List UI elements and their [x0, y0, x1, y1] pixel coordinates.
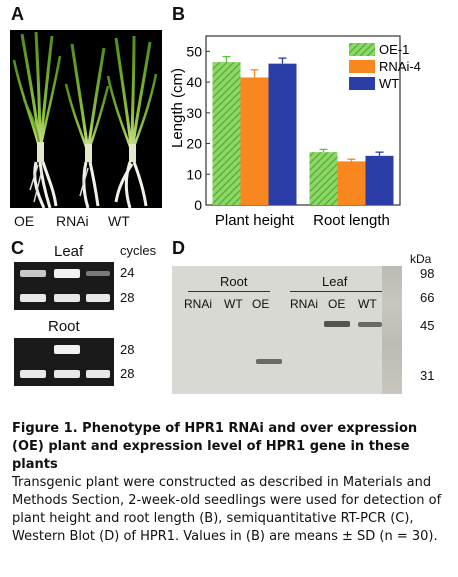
- y-tick-label: 10: [186, 166, 202, 182]
- y-tick-label: 50: [186, 43, 202, 59]
- y-axis-label: Length (cm): [169, 68, 186, 148]
- band-leaf-wt: [358, 322, 382, 327]
- gel-leaf: [14, 262, 114, 310]
- panel-c-letter: C: [11, 238, 24, 259]
- y-tick-label: 20: [186, 136, 202, 152]
- caption-title: Figure 1. Phenotype of HPR1 RNAi and ove…: [12, 420, 450, 474]
- caption-body: Transgenic plant were constructed as des…: [12, 474, 450, 546]
- band: [20, 370, 46, 378]
- gel-title-leaf: Leaf: [54, 243, 83, 260]
- cycles-header: cycles: [120, 243, 156, 258]
- y-tick-label: 30: [186, 105, 202, 121]
- bar-chart: 0 10 20 30 40 50 OE-1 RNAi-4 WT Length (cm) Pla…: [168, 0, 458, 240]
- band: [54, 370, 80, 378]
- y-tick-label: 40: [186, 74, 202, 90]
- cycle-root-2: 28: [120, 366, 134, 381]
- gel-root: [14, 338, 114, 386]
- legend-label-rnai-4: RNAi-4: [379, 59, 421, 74]
- lane-root-wt: WT: [224, 297, 243, 311]
- legend-label-oe-1: OE-1: [379, 42, 409, 57]
- band: [86, 294, 110, 302]
- band: [20, 270, 46, 277]
- cycle-leaf-2: 28: [120, 290, 134, 305]
- label-oe: OE: [14, 213, 34, 229]
- band: [86, 370, 110, 378]
- marker-66: 66: [420, 290, 434, 305]
- marker-lane: [382, 266, 402, 394]
- bar-wt: [366, 156, 394, 205]
- label-rnai: RNAi: [56, 213, 89, 229]
- cycle-leaf-1: 24: [120, 265, 134, 280]
- band-leaf-oe: [324, 321, 350, 327]
- seedling-photo: [10, 30, 162, 208]
- legend-swatch-oe-1: [349, 43, 375, 56]
- blot-group-leaf: Leaf: [322, 274, 347, 289]
- plant-rnai: [66, 40, 108, 208]
- bar-rnai-4: [338, 161, 366, 205]
- legend-swatch-wt: [349, 77, 375, 90]
- gel-title-root: Root: [48, 318, 80, 335]
- label-wt: WT: [108, 213, 130, 229]
- marker-98: 98: [420, 266, 434, 281]
- marker-45: 45: [420, 318, 434, 333]
- blot-group-root: Root: [220, 274, 247, 289]
- y-tick-label: 0: [194, 197, 202, 213]
- category-label-root-length: Root length: [313, 212, 390, 229]
- panel-d-letter: D: [172, 238, 185, 259]
- seedling-illustration: [10, 30, 162, 208]
- kda-title: kDa: [410, 252, 431, 266]
- leaf-underline: [290, 291, 386, 292]
- western-blot: Root Leaf RNAi WT OE RNAi OE WT: [172, 266, 402, 394]
- band: [20, 294, 46, 302]
- bar-rnai-4: [241, 77, 269, 205]
- lane-leaf-wt: WT: [358, 297, 377, 311]
- lane-root-oe: OE: [252, 297, 269, 311]
- cycle-root-1: 28: [120, 342, 134, 357]
- band: [86, 271, 110, 276]
- figure-caption: Figure 1. Phenotype of HPR1 RNAi and ove…: [12, 420, 450, 546]
- band-root-oe: [256, 359, 282, 364]
- plant-wt: [108, 36, 156, 208]
- band: [54, 269, 80, 278]
- legend-swatch-rnai-4: [349, 60, 375, 73]
- lane-leaf-rnai: RNAi: [290, 297, 318, 311]
- panel-a-letter: A: [11, 4, 24, 25]
- category-label-plant-height: Plant height: [215, 212, 295, 229]
- root-underline: [188, 291, 270, 292]
- marker-31: 31: [420, 368, 434, 383]
- lane-leaf-oe: OE: [328, 297, 345, 311]
- bar-oe-1: [310, 152, 338, 205]
- plant-oe: [14, 32, 60, 208]
- bar-wt: [269, 64, 297, 205]
- bar-oe-1: [213, 62, 241, 205]
- lane-root-rnai: RNAi: [184, 297, 212, 311]
- band: [54, 345, 80, 354]
- legend-label-wt: WT: [379, 76, 399, 91]
- band: [54, 294, 80, 302]
